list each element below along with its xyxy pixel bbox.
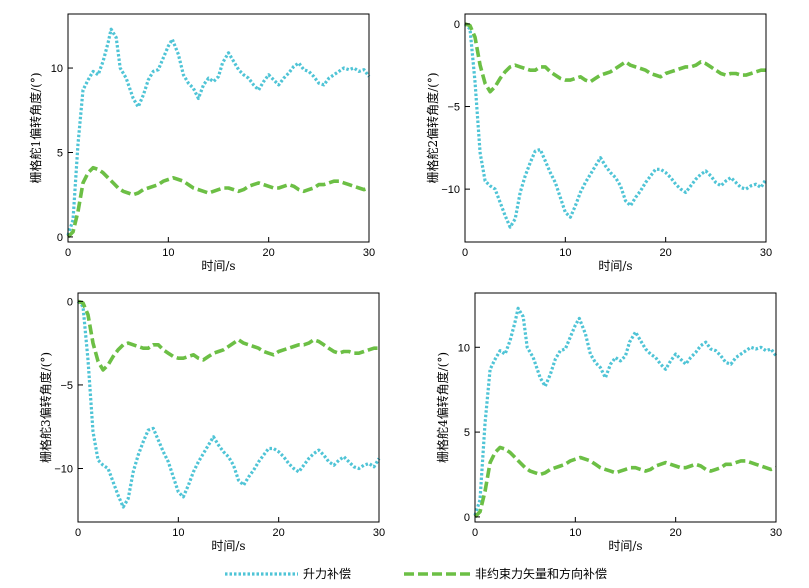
x-tick-label: 30 <box>363 247 375 259</box>
y-tick-label: 10 <box>458 342 470 354</box>
y-tick-label: 0 <box>67 296 73 308</box>
y-axis-label: 栅格舵3偏转角度/(°) <box>38 352 53 463</box>
x-axis-label: 时间/s <box>201 259 235 273</box>
series-line-lift-compensation <box>463 22 768 229</box>
x-tick-label: 20 <box>660 247 672 259</box>
plot-frame <box>474 292 777 523</box>
y-tick-label: 0 <box>464 512 470 524</box>
chart-panel-2: 0 10 20 30 0 −5 −10 时间/s 栅格舵2偏转角度/(°) <box>425 13 772 273</box>
x-tick-label: 30 <box>373 527 385 539</box>
x-axis-label: 时间/s <box>598 259 632 273</box>
series-line-lift-compensation <box>66 27 371 236</box>
x-tick-label: 0 <box>65 247 71 259</box>
x-tick-label: 10 <box>172 527 184 539</box>
series-line-vector-compensation <box>473 445 777 519</box>
y-axis-label: 栅格舵4偏转角度/(°) <box>435 352 450 463</box>
legend-label-vector: 非约束力矢量和方向补偿 <box>475 566 607 581</box>
x-tick-label: 20 <box>263 247 275 259</box>
y-tick-label: −5 <box>60 380 73 392</box>
series-line-vector-compensation <box>77 299 379 372</box>
x-tick-label: 0 <box>75 527 81 539</box>
y-tick-label: 10 <box>51 63 63 75</box>
x-tick-label: 10 <box>569 527 581 539</box>
legend: 升力补偿 非约束力矢量和方向补偿 <box>225 566 607 581</box>
series-line-vector-compensation <box>66 165 370 239</box>
y-tick-label: −10 <box>441 184 460 196</box>
x-tick-label: 0 <box>462 247 468 259</box>
y-tick-label: 0 <box>57 232 63 244</box>
series-line-lift-compensation <box>76 300 381 509</box>
x-tick-label: 10 <box>162 247 174 259</box>
y-tick-label: −10 <box>54 464 73 476</box>
chart-panel-3: 0 10 20 30 0 −5 −10 时间/s 栅格舵3偏转角度/(°) <box>38 292 385 553</box>
plot-frame <box>464 13 767 243</box>
y-axis-label: 栅格舵1偏转角度/(°) <box>28 72 43 183</box>
x-tick-label: 20 <box>670 527 682 539</box>
x-tick-label: 10 <box>559 247 571 259</box>
x-tick-label: 0 <box>472 527 478 539</box>
y-tick-label: 5 <box>57 147 63 159</box>
x-tick-label: 30 <box>760 247 772 259</box>
plot-frame <box>77 292 380 523</box>
series-line-lift-compensation <box>473 306 778 516</box>
x-axis-label: 时间/s <box>608 539 642 553</box>
legend-label-lift: 升力补偿 <box>303 566 351 581</box>
chart-panel-1: 0 10 20 30 0 5 10 时间/s 栅格舵1偏转角度/(°) <box>28 13 375 273</box>
x-axis-label: 时间/s <box>211 539 245 553</box>
x-tick-label: 30 <box>770 527 782 539</box>
y-tick-label: 0 <box>454 19 460 31</box>
plot-frame <box>67 13 370 243</box>
chart-panel-4: 0 10 20 30 0 5 10 时间/s 栅格舵4偏转角度/(°) <box>435 292 782 553</box>
x-tick-label: 20 <box>273 527 285 539</box>
y-tick-label: −5 <box>447 102 460 114</box>
panels: 0 10 20 30 0 5 10 时间/s 栅格舵1偏转角度/(°) 0 10 20 30 0 −5 −10… <box>28 13 782 553</box>
y-tick-label: 5 <box>464 427 470 439</box>
y-axis-label: 栅格舵2偏转角度/(°) <box>425 72 440 183</box>
series-line-vector-compensation <box>464 22 766 94</box>
